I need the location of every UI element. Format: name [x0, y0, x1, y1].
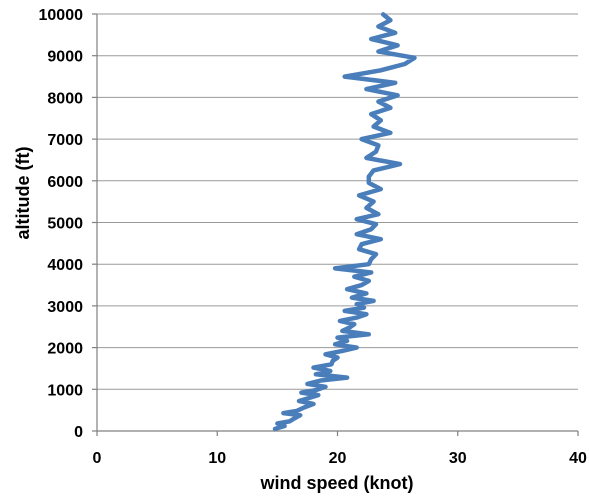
y-tick-label-7: 7000 [47, 132, 83, 149]
y-tick-label-6: 6000 [47, 174, 83, 191]
x-axis-title: wind speed (knot) [260, 473, 414, 493]
y-tick-label-2: 2000 [47, 341, 83, 358]
x-tick-label-1: 10 [208, 450, 226, 467]
series-layer [272, 12, 417, 432]
grid-layer [97, 13, 578, 390]
y-tick-label-8: 8000 [47, 90, 83, 107]
x-tick-label-0: 0 [93, 450, 102, 467]
tick-layer: 0 10 20 30 40 0 1000 2000 3000 4000 5000 6000 7000 80… [39, 7, 588, 467]
y-tick-label-9: 9000 [47, 49, 83, 66]
x-tick-label-3: 30 [449, 450, 467, 467]
series-line-0 [272, 12, 417, 432]
x-tick-label-4: 40 [569, 450, 587, 467]
y-tick-label-3: 3000 [47, 299, 83, 316]
axis-layer [92, 13, 579, 436]
y-tick-label-5: 5000 [47, 216, 83, 233]
x-tick-label-2: 20 [329, 450, 347, 467]
y-tick-label-0: 0 [74, 424, 83, 441]
y-tick-label-10: 10000 [39, 7, 84, 24]
y-axis-title: altitude (ft) [13, 147, 33, 240]
y-tick-label-4: 4000 [47, 257, 83, 274]
y-tick-label-1: 1000 [47, 382, 83, 399]
